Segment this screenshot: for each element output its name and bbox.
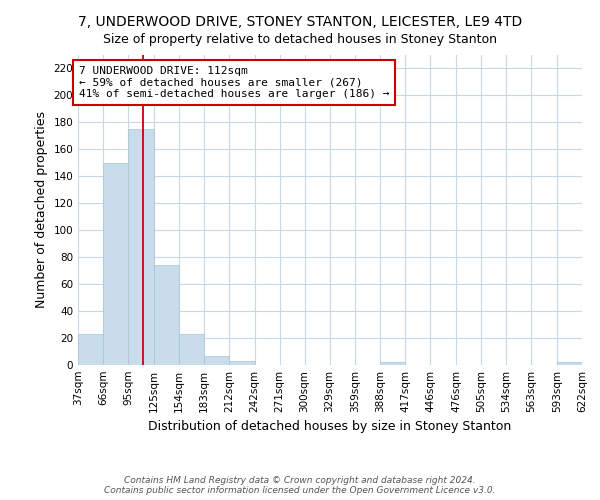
Bar: [179, 334, 204, 365]
Bar: [103, 163, 128, 365]
X-axis label: Distribution of detached houses by size in Stoney Stanton: Distribution of detached houses by size …: [148, 420, 512, 434]
Bar: [154, 266, 179, 365]
Text: Size of property relative to detached houses in Stoney Stanton: Size of property relative to detached ho…: [103, 32, 497, 46]
Y-axis label: Number of detached properties: Number of detached properties: [35, 112, 48, 308]
Text: 7 UNDERWOOD DRIVE: 112sqm
← 59% of detached houses are smaller (267)
41% of semi: 7 UNDERWOOD DRIVE: 112sqm ← 59% of detac…: [79, 66, 389, 99]
Bar: [78, 334, 103, 365]
Bar: [557, 362, 582, 365]
Text: Contains HM Land Registry data © Crown copyright and database right 2024.
Contai: Contains HM Land Registry data © Crown c…: [104, 476, 496, 495]
Bar: [128, 129, 154, 365]
Bar: [229, 361, 254, 365]
Bar: [380, 362, 406, 365]
Bar: [204, 356, 229, 365]
Text: 7, UNDERWOOD DRIVE, STONEY STANTON, LEICESTER, LE9 4TD: 7, UNDERWOOD DRIVE, STONEY STANTON, LEIC…: [78, 15, 522, 29]
